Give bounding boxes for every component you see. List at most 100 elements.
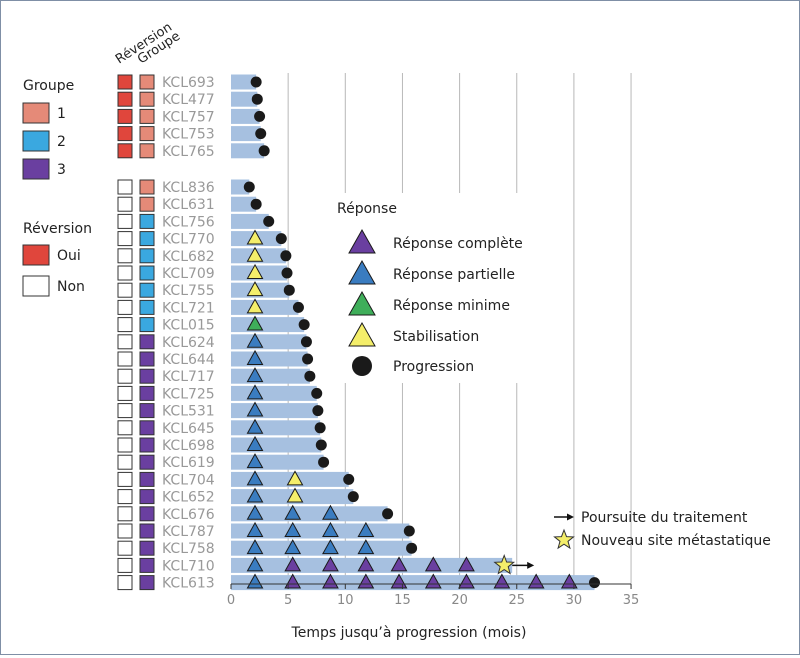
patient-label: KCL619	[162, 455, 215, 471]
groupe-cell	[139, 403, 155, 419]
progression-dot	[315, 439, 327, 451]
reversion-cell	[117, 265, 133, 281]
duration-bar	[231, 74, 257, 90]
groupe-cell	[139, 282, 155, 298]
progression-dot	[292, 301, 304, 313]
response-markers	[243, 76, 600, 589]
duration-bar	[231, 196, 257, 212]
legend-other: Poursuite du traitement Nouveau site mét…	[553, 510, 771, 550]
groupe-cell	[139, 471, 155, 487]
duration-bar	[231, 126, 261, 142]
x-tick-label: 20	[451, 593, 468, 608]
response-triangle	[246, 487, 264, 503]
patient-label: KCL682	[162, 249, 215, 265]
patient-label: KCL477	[162, 92, 215, 108]
groupe-cell	[139, 334, 155, 350]
legend-reversion-swatch-non	[22, 275, 50, 297]
groupe-cell	[139, 454, 155, 470]
groupe-cell	[139, 74, 155, 90]
groupe-cell	[139, 420, 155, 436]
reversion-cell	[117, 196, 133, 212]
duration-bar	[231, 385, 317, 401]
progression-dot	[275, 233, 287, 245]
legend-reponse-title: Réponse	[337, 201, 397, 217]
response-triangle	[357, 556, 375, 572]
reversion-cell	[117, 454, 133, 470]
progression-dot	[243, 181, 255, 193]
progression-dot	[406, 542, 418, 554]
response-triangle	[246, 246, 264, 262]
reversion-cell	[117, 334, 133, 350]
x-tick-label: 25	[508, 593, 525, 608]
duration-bar	[231, 351, 308, 367]
progression-dot	[311, 387, 323, 399]
progression-dot	[403, 525, 415, 537]
reversion-cell	[117, 126, 133, 142]
duration-bar	[231, 557, 513, 573]
duration-bar	[231, 143, 265, 159]
duration-bar	[231, 108, 260, 124]
response-triangle	[322, 573, 339, 589]
response-triangle	[458, 556, 475, 572]
groupe-cell	[139, 437, 155, 453]
legend-reversion-label-non: Non	[57, 279, 85, 295]
reversion-cell	[117, 248, 133, 264]
response-triangle	[246, 229, 264, 245]
groupe-cell	[139, 557, 155, 573]
patient-label: KCL755	[162, 283, 215, 299]
reversion-cell	[117, 420, 133, 436]
patient-label: KCL676	[162, 507, 215, 523]
x-axis-label: Temps jusqu’à progression (mois)	[291, 625, 527, 641]
patient-label: KCL613	[162, 576, 215, 592]
legend-reversion: Réversion Oui Non	[22, 221, 92, 297]
response-triangle	[246, 367, 264, 383]
groupe-cell	[139, 196, 155, 212]
groupe-cell	[139, 91, 155, 107]
reversion-cell	[117, 213, 133, 229]
groupe-cell	[139, 143, 155, 159]
patient-label: KCL645	[162, 421, 215, 437]
legend-triangle-minime-icon	[348, 290, 376, 316]
groupe-cell	[139, 506, 155, 522]
response-triangle	[424, 556, 442, 572]
response-triangle	[286, 470, 304, 486]
groupe-cell	[139, 299, 155, 315]
reversion-cell	[117, 317, 133, 333]
x-tick-label: 5	[284, 593, 292, 608]
reversion-cell	[117, 540, 133, 556]
groupe-cell	[139, 489, 155, 505]
response-triangle	[284, 504, 302, 520]
legend-groupe-label-2: 2	[57, 134, 66, 150]
reversion-cell	[117, 557, 133, 573]
progression-dot	[283, 284, 295, 296]
response-triangle	[246, 401, 264, 417]
new-site-star	[493, 553, 516, 575]
patient-label: KCL709	[162, 266, 215, 282]
response-triangle	[246, 556, 264, 572]
response-triangle	[357, 573, 375, 589]
response-triangle	[246, 281, 264, 297]
progression-dot	[258, 145, 270, 157]
groupe-cell	[139, 213, 155, 229]
patient-label: KCL015	[162, 318, 215, 334]
groupe-cell	[139, 108, 155, 124]
progression-dot	[263, 215, 275, 227]
reversion-cell	[117, 143, 133, 159]
groupe-cell	[139, 385, 155, 401]
progression-dot	[302, 353, 314, 365]
reversion-cell	[117, 108, 133, 124]
patient-label: KCL756	[162, 214, 215, 230]
response-triangle	[246, 435, 264, 451]
response-triangle	[246, 504, 264, 520]
duration-bar	[231, 368, 310, 384]
patient-label: KCL721	[162, 300, 215, 316]
reversion-cell	[117, 282, 133, 298]
response-triangle	[322, 504, 339, 520]
patient-label: KCL704	[162, 472, 215, 488]
response-triangle	[246, 521, 264, 537]
response-triangle	[458, 573, 475, 589]
progression-dot	[312, 405, 324, 417]
duration-bar	[231, 454, 324, 470]
progression-dot	[382, 508, 394, 520]
